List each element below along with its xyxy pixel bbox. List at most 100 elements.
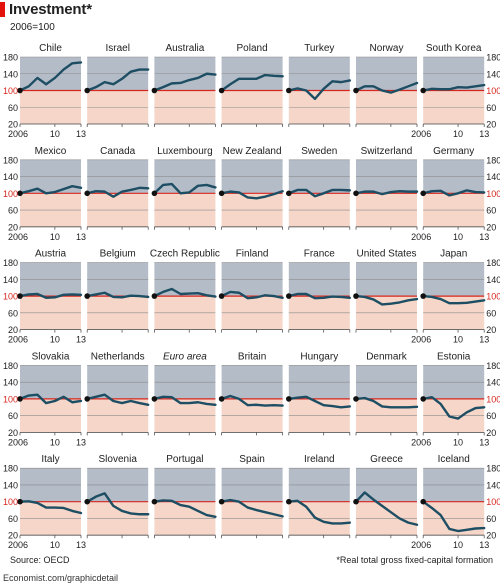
panel-title: Switzerland — [361, 146, 413, 157]
y-tick-label: 140 — [486, 275, 500, 285]
panel-title: France — [304, 249, 336, 260]
panel-title: Portugal — [166, 454, 203, 465]
start-point — [420, 498, 427, 505]
title-accent-bar — [0, 2, 5, 17]
y-tick-label: 140 — [486, 480, 500, 490]
x-tick-label: 13 — [76, 129, 86, 139]
start-point — [17, 190, 23, 197]
start-point — [286, 87, 292, 94]
y-tick-label: 100 — [486, 394, 500, 404]
y-tick-label: 140 — [486, 172, 500, 182]
x-tick-label: 13 — [76, 540, 86, 550]
x-tick-label: 13 — [76, 335, 86, 345]
series-line — [18, 292, 83, 299]
series-line — [287, 79, 351, 101]
series-line — [354, 81, 419, 94]
x-tick-label: 2006 — [8, 335, 28, 345]
start-point — [353, 498, 359, 505]
y-tick-label: 140 — [3, 69, 18, 79]
series-line — [287, 499, 351, 525]
series-line — [287, 292, 351, 300]
series-line — [354, 294, 419, 306]
x-tick-label: 10 — [453, 540, 463, 550]
footnote: *Real total gross fixed-capital formatio… — [336, 555, 493, 565]
start-point — [420, 87, 427, 94]
start-point — [286, 190, 292, 197]
y-tick-label: 60 — [486, 103, 496, 113]
panel-title: Chile — [39, 43, 62, 54]
series-line — [18, 61, 83, 92]
series-line — [287, 395, 351, 409]
panel-title: Hungary — [300, 351, 338, 362]
x-tick-label: 2006 — [411, 335, 431, 345]
x-tick-label: 13 — [479, 129, 489, 139]
start-point — [84, 498, 90, 505]
panel-title: Euro area — [163, 351, 207, 362]
y-tick-label: 140 — [486, 378, 500, 388]
series-line — [153, 499, 217, 518]
y-tick-label: 180 — [486, 258, 500, 268]
series-line — [354, 190, 419, 196]
panel-title: Netherlands — [91, 351, 145, 362]
y-tick-label: 20 — [8, 531, 18, 541]
series-line — [18, 393, 83, 405]
y-tick-label: 100 — [486, 292, 500, 302]
y-tick-label: 180 — [486, 361, 500, 371]
start-point — [84, 396, 90, 402]
series-line — [86, 68, 150, 92]
start-point — [17, 498, 23, 505]
panel-title: Belgium — [100, 249, 136, 260]
y-tick-label: 20 — [8, 428, 18, 438]
y-tick-label: 180 — [3, 258, 18, 268]
y-tick-label: 20 — [486, 531, 496, 541]
start-point — [151, 293, 158, 299]
series-line — [86, 393, 150, 406]
series-line — [422, 83, 486, 92]
panel-title: Britain — [238, 351, 266, 362]
start-point — [353, 87, 359, 94]
series-line — [220, 190, 284, 200]
y-tick-label: 180 — [486, 53, 500, 63]
start-point — [151, 396, 158, 402]
x-tick-label: 13 — [479, 232, 489, 242]
start-point — [151, 87, 158, 94]
panel-title: United States — [356, 249, 416, 260]
series-line — [18, 184, 83, 195]
series-line — [153, 287, 217, 298]
panel-title: Germany — [433, 146, 474, 157]
y-tick-label: 20 — [486, 428, 496, 438]
start-point — [84, 87, 90, 94]
y-tick-label: 100 — [3, 394, 18, 404]
start-point — [286, 498, 292, 505]
y-tick-label: 140 — [3, 275, 18, 285]
series-line — [18, 500, 83, 515]
y-tick-label: 100 — [486, 189, 500, 199]
start-point — [218, 293, 225, 299]
y-tick-label: 20 — [486, 222, 496, 232]
panel-title: Spain — [239, 454, 265, 465]
start-point — [151, 190, 158, 197]
panel-title: Luxembourg — [157, 146, 213, 157]
y-tick-label: 140 — [3, 172, 18, 182]
panel-title: New Zealand — [223, 146, 282, 157]
y-tick-label: 60 — [486, 514, 496, 524]
start-point — [286, 293, 292, 299]
x-tick-label: 2006 — [8, 437, 28, 447]
panel-title: Slovakia — [32, 351, 70, 362]
y-tick-label: 100 — [486, 86, 500, 96]
y-tick-label: 60 — [8, 411, 18, 421]
y-tick-label: 60 — [486, 308, 496, 318]
series-line — [422, 189, 486, 197]
start-point — [218, 498, 225, 505]
panel-title: Mexico — [35, 146, 67, 157]
x-tick-label: 2006 — [411, 129, 431, 139]
y-tick-label: 20 — [486, 120, 496, 130]
series-line — [220, 498, 284, 518]
panel-title: Estonia — [437, 351, 471, 362]
start-point — [17, 293, 23, 299]
y-tick-label: 100 — [3, 497, 18, 507]
panel-title: Sweden — [301, 146, 337, 157]
start-point — [218, 396, 225, 402]
y-tick-label: 60 — [8, 308, 18, 318]
y-tick-label: 20 — [8, 120, 18, 130]
